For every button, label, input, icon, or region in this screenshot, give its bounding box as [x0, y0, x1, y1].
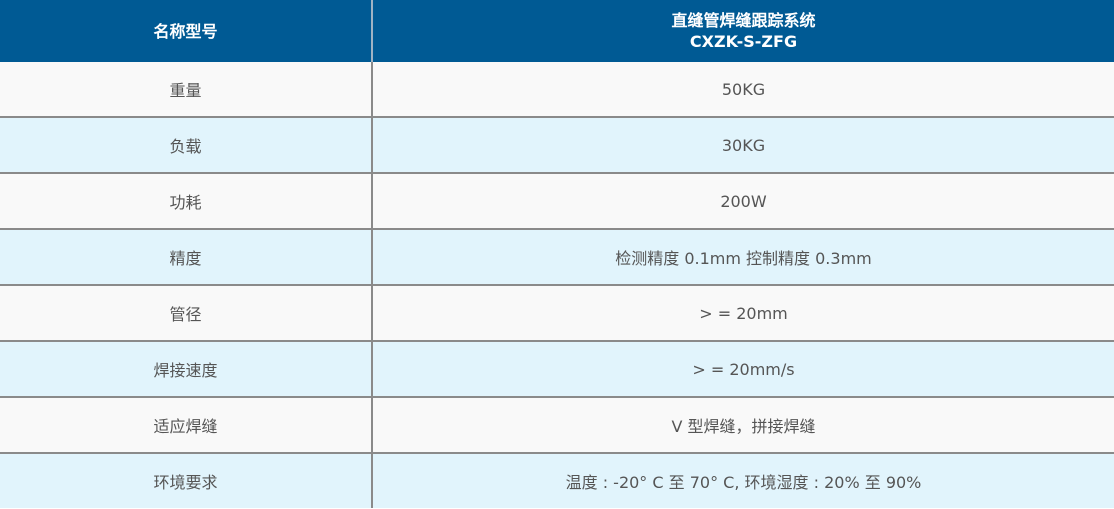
spec-label: 适应焊缝: [0, 397, 373, 454]
spec-label: 环境要求: [0, 453, 373, 508]
spec-value: > = 20mm: [372, 285, 1114, 342]
table-row: 重量 50KG: [0, 62, 1114, 118]
header-product: 直缝管焊缝跟踪系统 CXZK-S-ZFG: [372, 0, 1114, 62]
table-row: 适应焊缝 V 型焊缝，拼接焊缝: [0, 397, 1114, 454]
table-row: 环境要求 温度 : -20° C 至 70° C, 环境湿度 : 20% 至 90…: [0, 453, 1114, 508]
table-row: 负载 30KG: [0, 117, 1114, 174]
spec-value: 检测精度 0.1mm 控制精度 0.3mm: [372, 229, 1114, 286]
spec-label: 重量: [0, 62, 373, 118]
product-name: 直缝管焊缝跟踪系统: [671, 11, 816, 30]
spec-label: 功耗: [0, 173, 373, 230]
spec-label: 精度: [0, 229, 373, 286]
header-row: 名称型号 直缝管焊缝跟踪系统 CXZK-S-ZFG: [0, 0, 1114, 62]
table-row: 精度 检测精度 0.1mm 控制精度 0.3mm: [0, 229, 1114, 286]
spec-value: 200W: [372, 173, 1114, 230]
spec-label: 管径: [0, 285, 373, 342]
product-model: CXZK-S-ZFG: [689, 32, 798, 51]
spec-label: 负载: [0, 117, 373, 174]
spec-label: 焊接速度: [0, 341, 373, 398]
spec-value: 30KG: [372, 117, 1114, 174]
spec-value: 温度 : -20° C 至 70° C, 环境湿度 : 20% 至 90%: [372, 453, 1114, 508]
table-row: 功耗 200W: [0, 173, 1114, 230]
spec-value: > = 20mm/s: [372, 341, 1114, 398]
table-row: 管径 > = 20mm: [0, 285, 1114, 342]
header-name-model: 名称型号: [0, 0, 373, 62]
spec-value: V 型焊缝，拼接焊缝: [372, 397, 1114, 454]
table-row: 焊接速度 > = 20mm/s: [0, 341, 1114, 398]
spec-value: 50KG: [372, 62, 1114, 118]
